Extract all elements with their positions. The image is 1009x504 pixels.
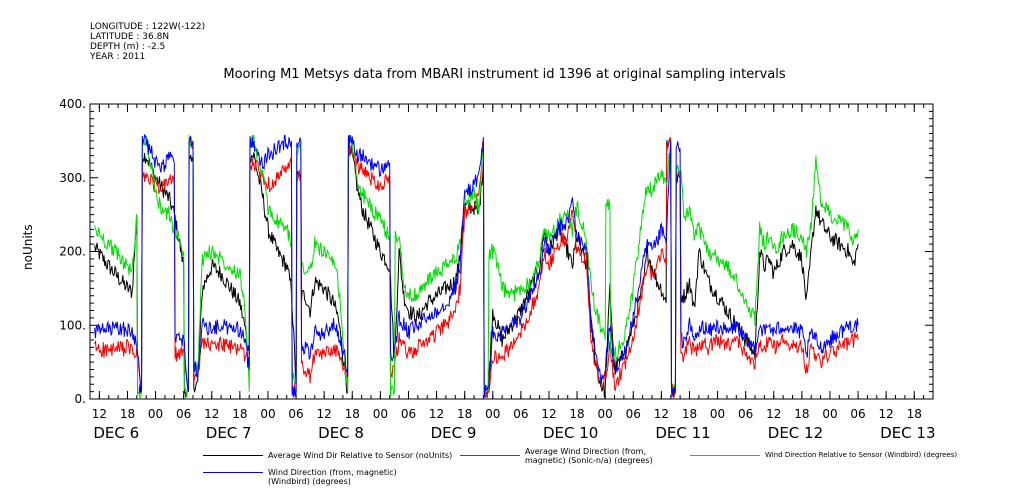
legend-swatch-1 xyxy=(460,455,520,456)
x-tick-label: 18 xyxy=(345,407,360,421)
x-tick-label: 18 xyxy=(794,407,809,421)
x-date-label: DEC 11 xyxy=(655,424,710,442)
series-line-1 xyxy=(94,136,859,399)
x-tick-label: 00 xyxy=(822,407,837,421)
x-tick-label: 06 xyxy=(513,407,528,421)
x-tick-label: 00 xyxy=(260,407,275,421)
x-tick-label: 00 xyxy=(710,407,725,421)
x-tick-label: 18 xyxy=(569,407,584,421)
x-tick-label: 00 xyxy=(598,407,613,421)
y-tick-label: 200. xyxy=(59,245,86,259)
x-tick-label: 00 xyxy=(148,407,163,421)
x-tick-label: 06 xyxy=(288,407,303,421)
x-date-label: DEC 13 xyxy=(880,424,935,442)
legend-label-1: Average Wind Direction (from, magnetic) … xyxy=(525,447,653,465)
x-tick-label: 18 xyxy=(232,407,247,421)
legend-swatch-0 xyxy=(203,455,263,456)
y-tick-label: 300. xyxy=(59,171,86,185)
y-tick-label: 400. xyxy=(59,97,86,111)
x-tick-label: 06 xyxy=(176,407,191,421)
y-tick-label: 0. xyxy=(75,392,86,406)
x-tick-label: 06 xyxy=(626,407,641,421)
x-tick-label: 12 xyxy=(429,407,444,421)
x-date-label: DEC 6 xyxy=(93,424,139,442)
x-tick-label: 06 xyxy=(738,407,753,421)
year-label: YEAR : 2011 xyxy=(90,52,146,62)
legend-label-2: Wind Direction Relative to Sensor (Windb… xyxy=(765,451,958,459)
x-tick-label: 12 xyxy=(541,407,556,421)
legend-label-3: Wind Direction (from, magnetic) (Windbir… xyxy=(268,468,397,486)
legend-label-0: Average Wind Dir Relative to Sensor (noU… xyxy=(268,451,453,460)
series-line-3 xyxy=(94,134,859,398)
longitude-label: LONGITUDE : 122W(-122) xyxy=(90,22,206,32)
y-tick-label: 100. xyxy=(59,318,86,332)
depth-label: DEPTH (m) : -2.5 xyxy=(90,42,166,52)
chart-title: Mooring M1 Metsys data from MBARI instru… xyxy=(223,67,786,82)
x-tick-label: 06 xyxy=(401,407,416,421)
x-tick-label: 00 xyxy=(485,407,500,421)
x-tick-label: 00 xyxy=(373,407,388,421)
series-line-2 xyxy=(94,134,859,398)
x-tick-label: 18 xyxy=(682,407,697,421)
x-tick-label: 12 xyxy=(204,407,219,421)
latitude-label: LATITUDE : 36.8N xyxy=(90,32,170,42)
x-tick-label: 12 xyxy=(766,407,781,421)
x-date-label: DEC 12 xyxy=(768,424,823,442)
x-tick-label: 12 xyxy=(92,407,107,421)
x-tick-label: 12 xyxy=(654,407,669,421)
x-tick-label: 12 xyxy=(317,407,332,421)
x-tick-label: 18 xyxy=(120,407,135,421)
x-tick-label: 18 xyxy=(907,407,922,421)
legend-swatch-3 xyxy=(203,472,263,473)
metadata-block: LONGITUDE : 122W(-122) LATITUDE : 36.8N … xyxy=(90,22,205,62)
series-line-0 xyxy=(94,138,859,398)
x-tick-label: 12 xyxy=(879,407,894,421)
x-date-label: DEC 10 xyxy=(543,424,598,442)
x-tick-label: 06 xyxy=(850,407,865,421)
x-tick-label: 18 xyxy=(457,407,472,421)
legend-swatch-2 xyxy=(690,455,760,456)
x-date-label: DEC 9 xyxy=(431,424,477,442)
x-date-label: DEC 7 xyxy=(206,424,252,442)
x-date-label: DEC 8 xyxy=(318,424,364,442)
